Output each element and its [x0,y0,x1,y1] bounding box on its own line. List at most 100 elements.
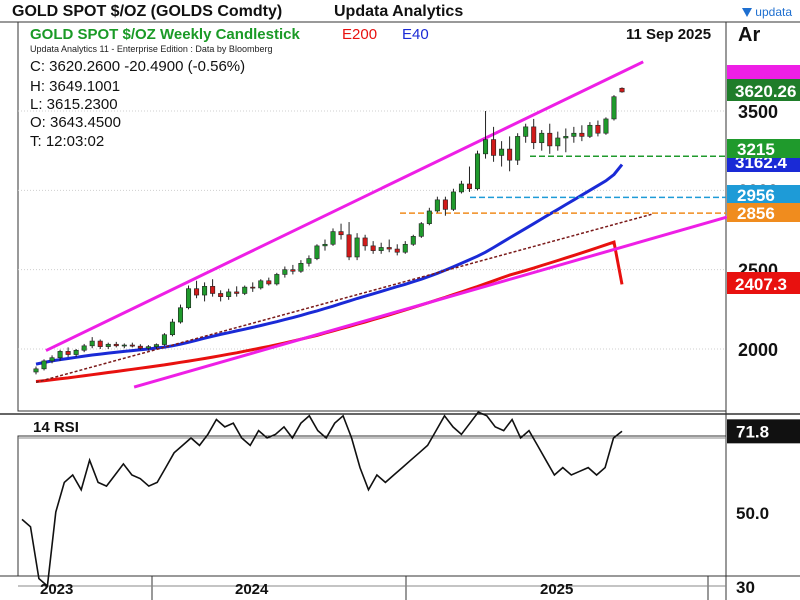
vendor-name: Updata Analytics [334,3,464,20]
candle-body [33,368,39,373]
edition-note: Updata Analytics 11 - Enterprise Edition… [30,44,273,54]
price-tick-label: 2000 [738,340,778,360]
candle-body [218,293,224,297]
channel-upper-line [45,60,644,352]
rsi-current-label: 71.8 [736,422,769,441]
chart-subtitle: GOLD SPOT $/OZ Weekly Candlestick [30,26,300,43]
level-tag-bg [727,203,800,222]
ohlc-open: O: 3643.4500 [30,114,121,131]
price-plot-frame [17,21,727,412]
candle-body [129,344,135,347]
updata-logo-icon [742,7,753,17]
candle-body [242,286,248,294]
candle-body [121,344,127,347]
candle-body [258,280,264,289]
candle-body [65,351,71,355]
price-tag-label: 2407.3 [735,275,787,294]
channel-lines [35,60,728,389]
candle-body [418,223,424,237]
candle-body [571,132,577,137]
level-tag-label: 3215 [737,140,775,159]
candle-body [153,344,159,347]
legend-e200: E200 [342,26,378,43]
candle-body [507,148,513,161]
candle-body [539,132,545,144]
candle-body [314,245,320,259]
candle-body [346,234,352,258]
candle-body [226,291,232,297]
rsi-plot-frame [17,435,727,577]
candle-body [73,349,79,355]
ohlc-time: T: 12:03:02 [30,133,105,150]
candle-body [186,288,192,309]
price-tag-label: 3620.26 [735,82,796,101]
rsi-tick-label: 50.0 [736,504,769,523]
candle-body [266,280,272,285]
ohlc-low: L: 3615.2300 [30,96,118,113]
candle-body [619,87,625,93]
candle-body [161,334,167,345]
candle-body [41,360,47,370]
candle-body [250,286,256,289]
candle-body [555,137,561,147]
candle-body [386,247,392,250]
chart-date: 11 Sep 2025 [626,26,712,43]
candle-body [434,199,440,212]
candle-body [466,183,472,190]
candle-body [587,124,593,137]
candle-body [370,245,376,251]
candle-body [442,199,448,210]
time-tick-label: 2023 [40,581,73,598]
candle-body [483,139,489,155]
candle-body [89,340,95,347]
candle-body [274,274,280,285]
level-tag-bg [727,139,800,158]
candle-body [49,357,55,362]
rsi-tick-label: 30 [736,578,755,597]
candle-body [603,118,609,134]
candle-body [362,237,368,247]
candles [33,87,625,375]
candle-body [515,136,521,161]
candle-body [354,237,360,258]
candle-body [330,231,336,245]
candle-body [322,243,328,247]
channel-lower-line [133,215,728,389]
candle-body [579,132,585,137]
candle-body [97,340,103,347]
candle-body [210,286,216,294]
candle-body [394,248,400,253]
rsi-line [21,411,623,588]
candle-body [234,291,240,294]
time-tick-label: 2024 [235,581,269,598]
price-tag-bg [727,272,800,294]
candle-body [169,321,175,336]
brand-logo: updata [742,5,792,19]
trend-line [35,213,653,384]
price-tag-bg [727,79,800,101]
candle-body [611,96,617,120]
level-tag-label: 2956 [737,186,775,205]
candle-body [105,343,111,347]
candle-body [563,136,569,139]
rsi-title: 14 RSI [33,419,79,436]
legend-e40: E40 [402,26,429,43]
ohlc-high: H: 3649.1001 [30,78,121,95]
rsi-layer: 50.0 30 71.8 [18,411,800,597]
candle-body [458,183,464,193]
candle-body [306,258,312,264]
candle-body [282,269,288,275]
candle-body [298,263,304,272]
candle-body [595,124,601,134]
candle-body [531,126,537,144]
candle-body [378,247,384,251]
candle-body [202,286,208,296]
ohlc-close: C: 3620.2600 -20.4900 (-0.56%) [30,58,246,75]
candle-body [113,343,119,347]
level-tag-bg [727,185,800,204]
rsi-current-tag-bg [727,419,800,444]
candle-body [177,307,184,323]
